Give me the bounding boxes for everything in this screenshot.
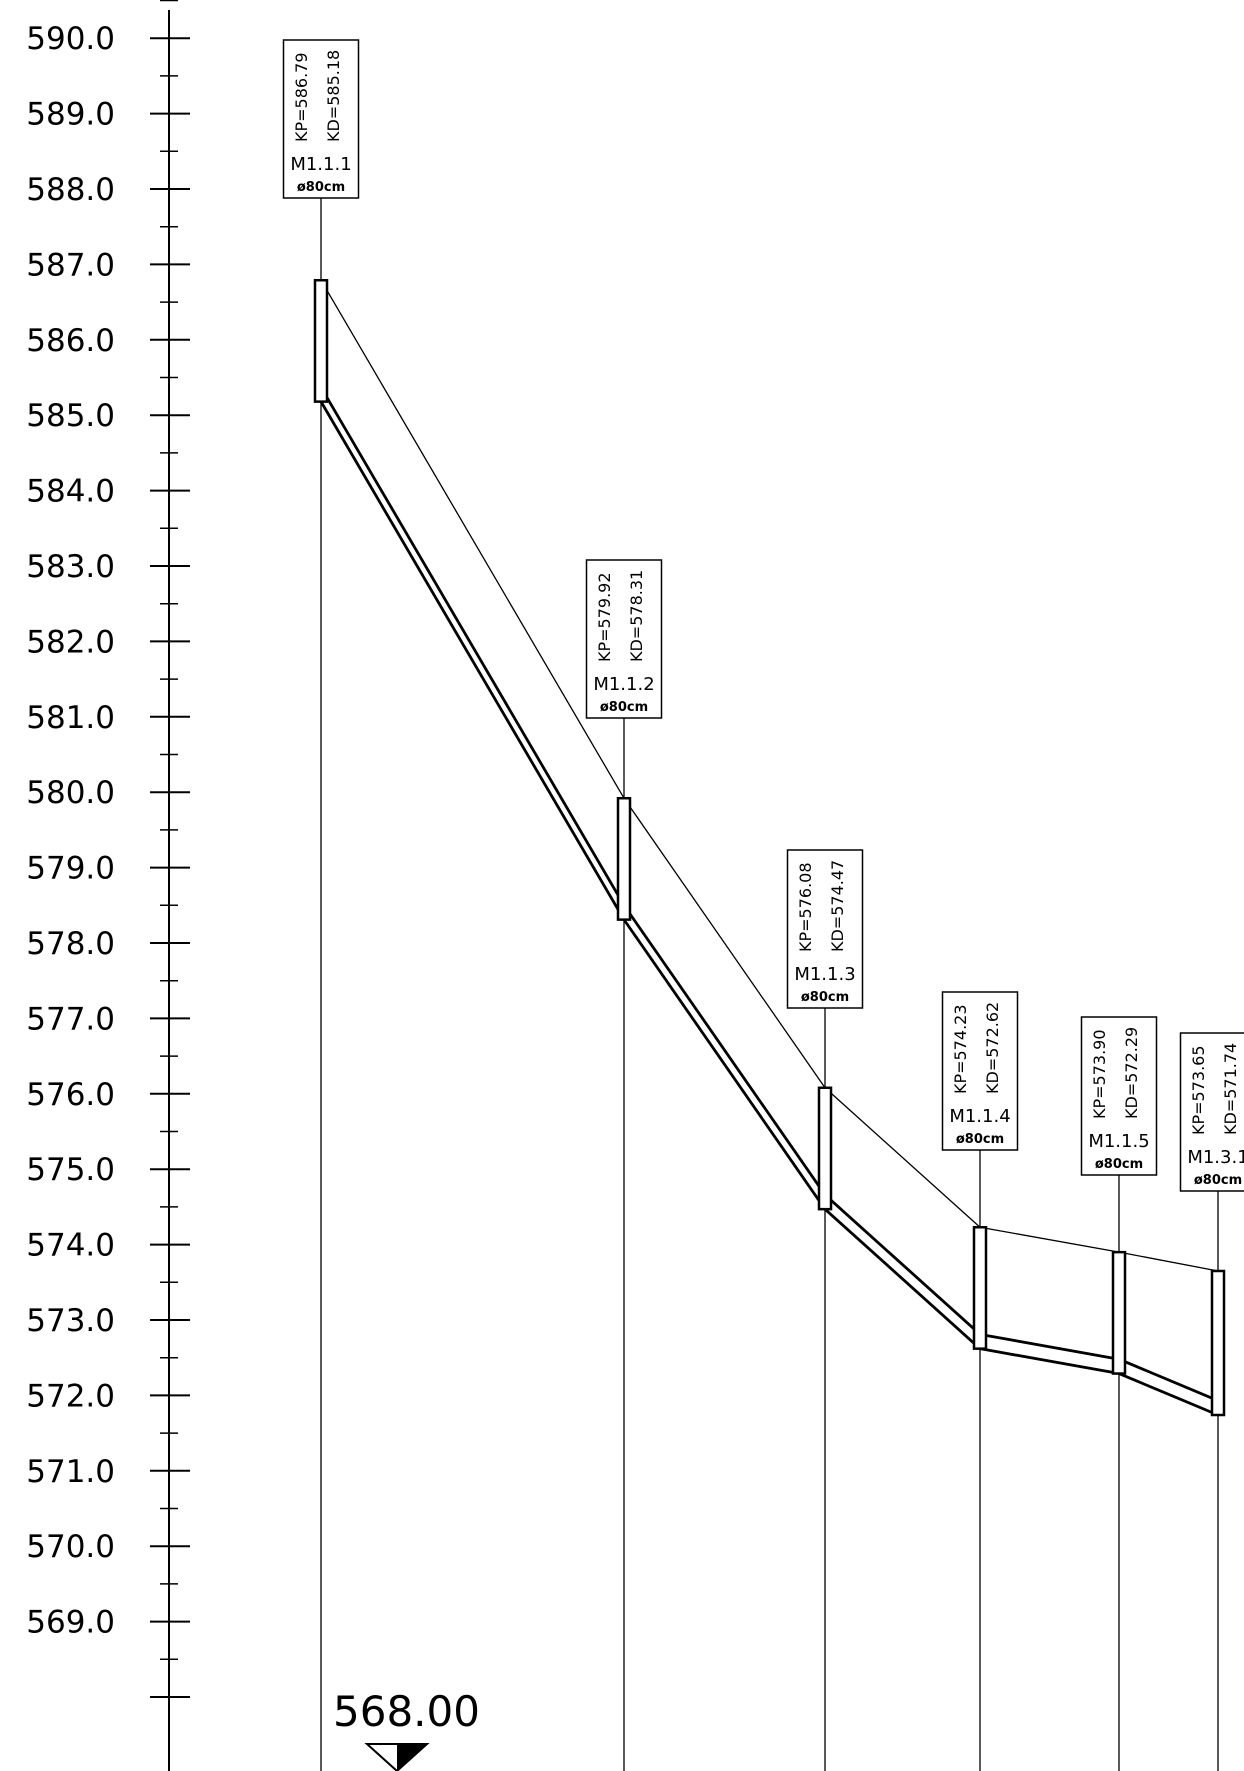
tick-label: 583.0 <box>26 549 115 585</box>
manhole-diameter: ø80cm <box>956 1132 1004 1147</box>
manhole-shaft <box>817 1086 833 1211</box>
manhole-name: M1.1.3 <box>794 964 855 985</box>
kd-label: KD=571.74 <box>1221 1043 1240 1135</box>
pipe-profile <box>319 279 1219 1417</box>
pipe-crown-line <box>979 1332 1120 1361</box>
tick-label: 570.0 <box>26 1529 115 1565</box>
kp-label: KP=573.90 <box>1090 1029 1109 1119</box>
kp-label: KP=579.92 <box>595 572 614 662</box>
pipe-crown-line <box>319 386 626 907</box>
pipe-crown-line <box>824 1193 981 1336</box>
kp-label: KP=574.23 <box>951 1004 970 1094</box>
kp-label: KP=576.08 <box>796 862 815 952</box>
manhole-shaft <box>313 278 329 403</box>
kd-label: KD=574.47 <box>828 860 847 952</box>
manhole-name: M1.1.4 <box>949 1106 1010 1127</box>
manhole-M1-1-5: KP=573.90 KD=572.29 M1.1.5 ø80cm <box>1080 1016 1158 1771</box>
manhole-shaft <box>972 1226 988 1350</box>
manhole-diameter: ø80cm <box>801 990 849 1005</box>
tick-label: 582.0 <box>26 624 115 660</box>
tick-label: 580.0 <box>26 775 115 811</box>
tick-label: 576.0 <box>26 1077 115 1113</box>
manhole-shaft <box>1210 1269 1226 1417</box>
manhole-label-box <box>941 991 1019 1151</box>
manhole-diameter: ø80cm <box>600 700 648 715</box>
manhole-label-box <box>786 849 864 1009</box>
manhole-diameter: ø80cm <box>1095 1157 1143 1172</box>
tick-label: 579.0 <box>26 851 115 887</box>
manhole-label-box <box>1080 1016 1158 1176</box>
pipe-invert-line <box>1118 1372 1219 1417</box>
manhole-name: M1.1.2 <box>593 674 654 695</box>
tick-label: 588.0 <box>26 172 115 208</box>
manholes: KP=586.79 KD=585.18 M1.1.1 ø80cm KP=579.92 KD… <box>282 39 1244 1771</box>
kp-label: KP=586.79 <box>292 52 311 142</box>
pipe-invert-line <box>319 400 626 921</box>
ground-surface-line <box>824 1087 981 1228</box>
manhole-name: M1.1.5 <box>1088 1131 1149 1152</box>
tick-label: 577.0 <box>26 1001 115 1037</box>
tick-label: 584.0 <box>26 474 115 510</box>
tick-label: 572.0 <box>26 1378 115 1414</box>
kd-label: KD=572.62 <box>983 1002 1002 1094</box>
pipe-invert-line <box>622 918 827 1210</box>
manhole-name: M1.3.1 <box>1187 1147 1244 1168</box>
manhole-M1-3-1: KP=573.65 KD=571.74 M1.3.1 ø80cm <box>1179 1032 1244 1771</box>
kd-label: KD=578.31 <box>627 570 646 662</box>
manhole-label-box <box>282 39 360 199</box>
pipe-crown-line <box>1118 1357 1219 1402</box>
tick-label: 571.0 <box>26 1454 115 1490</box>
tick-label: 585.0 <box>26 398 115 434</box>
manhole-shaft <box>1111 1250 1127 1375</box>
kd-label: KD=572.29 <box>1122 1027 1141 1119</box>
tick-label: 569.0 <box>26 1605 115 1641</box>
manhole-M1-1-3: KP=576.08 KD=574.47 M1.1.3 ø80cm <box>786 849 864 1771</box>
tick-label: 578.0 <box>26 926 115 962</box>
kd-label: KD=585.18 <box>324 50 343 142</box>
ground-surface-line <box>1118 1251 1219 1272</box>
manhole-label-box <box>585 559 663 719</box>
manhole-label-box <box>1179 1032 1244 1192</box>
ground-surface-line <box>623 797 826 1089</box>
datum-triangle-fill-icon <box>397 1744 427 1771</box>
tick-label: 589.0 <box>26 97 115 133</box>
manhole-M1-1-4: KP=574.23 KD=572.62 M1.1.4 ø80cm <box>941 991 1019 1771</box>
manhole-M1-1-1: KP=586.79 KD=585.18 M1.1.1 ø80cm <box>282 39 360 1771</box>
ground-surface-line <box>979 1226 1120 1253</box>
tick-label: 573.0 <box>26 1303 115 1339</box>
pipe-invert-line <box>979 1347 1120 1375</box>
datum-label: 568.00 <box>333 1687 480 1736</box>
manhole-name: M1.1.1 <box>290 154 351 175</box>
manhole-diameter: ø80cm <box>1194 1173 1242 1188</box>
kp-label: KP=573.65 <box>1189 1045 1208 1135</box>
manhole-M1-1-2: KP=579.92 KD=578.31 M1.1.2 ø80cm <box>585 559 663 1771</box>
manhole-diameter: ø80cm <box>297 180 345 195</box>
tick-label: 587.0 <box>26 247 115 283</box>
ground-surface-line <box>320 279 625 799</box>
manhole-shaft <box>616 796 632 921</box>
tick-label: 574.0 <box>26 1228 115 1264</box>
elevation-axis: 569.0 570.0 571.0 572.0 573.0 574.0 575.0 576.0… <box>26 0 190 1771</box>
pipe-crown-line <box>622 904 827 1196</box>
datum-marker: 568.00 <box>333 1687 480 1771</box>
tick-label: 586.0 <box>26 323 115 359</box>
tick-label: 590.0 <box>26 21 115 57</box>
pipe-invert-line <box>824 1208 981 1350</box>
tick-label: 575.0 <box>26 1152 115 1188</box>
tick-label: 581.0 <box>26 700 115 736</box>
